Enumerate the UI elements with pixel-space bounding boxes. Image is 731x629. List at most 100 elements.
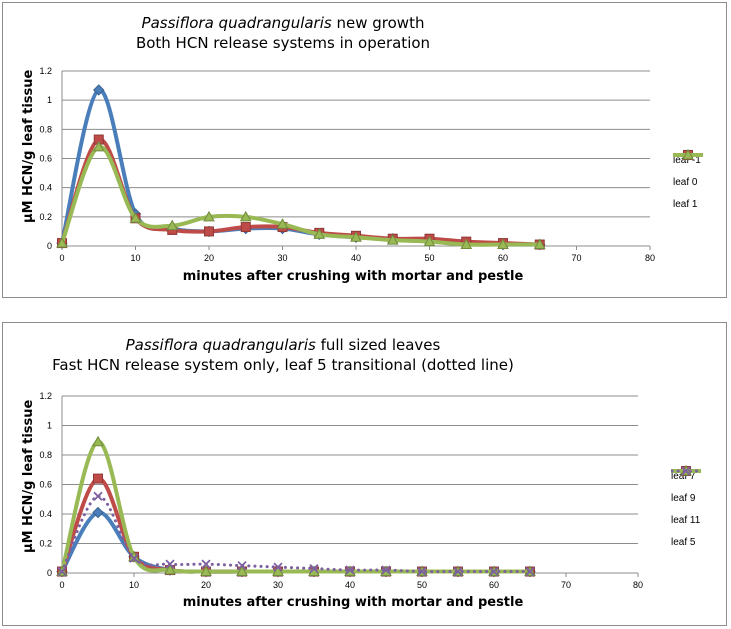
series-leaf-1 <box>56 140 546 250</box>
data-point <box>200 565 212 577</box>
data-point <box>276 218 289 229</box>
x-tick-label: 70 <box>561 580 571 590</box>
y-tick-label: 0.2 <box>39 212 52 222</box>
x-tick-label: 20 <box>201 580 211 590</box>
data-point <box>309 563 319 574</box>
y-tick-label: 0.2 <box>39 539 52 549</box>
data-point <box>386 234 399 245</box>
chart-plot-full-sized-leaves: 0 0.2 0.4 0.6 0.8 1 1.2 0 10 20 30 40 50 60 70 80 <box>39 391 643 590</box>
data-point <box>204 226 214 237</box>
data-point <box>93 84 105 96</box>
x-tick-label: 40 <box>345 580 355 590</box>
legend-item: leaf 0 <box>673 150 703 193</box>
y-tick-label: 0.4 <box>39 183 52 193</box>
x-tick-label: 10 <box>129 580 139 590</box>
legend-label: leaf 1 <box>673 198 698 210</box>
x-tick-label: 60 <box>498 253 508 263</box>
x-tick-label: 60 <box>489 580 499 590</box>
chart-title: Passiflora quadrangularis full sized lea… <box>3 335 563 375</box>
series-line <box>60 510 532 574</box>
data-point <box>57 566 67 577</box>
y-tick-label: 1 <box>47 421 52 431</box>
series-leaf--1 <box>56 84 546 251</box>
data-point <box>92 506 104 519</box>
data-point <box>381 565 391 575</box>
x-tick-label: 80 <box>645 253 655 263</box>
x-tick-label: 50 <box>424 253 434 263</box>
legend-item: leaf 5 <box>671 466 701 553</box>
data-point <box>203 210 215 222</box>
x-tick-label: 0 <box>59 580 64 590</box>
legend-label: leaf 0 <box>673 176 698 188</box>
data-point <box>240 222 251 233</box>
x-tick-label: 0 <box>59 253 64 263</box>
data-point <box>129 212 142 223</box>
y-tick-label: 0.4 <box>39 509 52 519</box>
x-tick-label: 20 <box>204 253 214 263</box>
legend-swatch <box>671 466 701 476</box>
chart-panel-full-sized-leaves: Passiflora quadrangularis full sized lea… <box>2 322 727 626</box>
x-tick-label: 10 <box>130 253 140 263</box>
data-point <box>273 562 283 572</box>
y-tick-label: 0.6 <box>39 480 52 490</box>
data-point <box>350 231 362 242</box>
chart-subtitle: Fast HCN release system only, leaf 5 tra… <box>52 356 514 374</box>
legend: leaf 7 leaf 9 leaf 11 leaf 5 <box>671 465 701 553</box>
data-point <box>272 565 284 577</box>
data-point <box>453 566 463 577</box>
legend-label: leaf 5 <box>671 536 696 548</box>
data-point <box>423 235 436 247</box>
chart-plot-new-growth: 0 0.2 0.4 0.6 0.8 1 1.2 0 10 20 30 40 50 60 70 80 <box>39 66 655 263</box>
chart-title-species: Passiflora quadrangularis <box>125 336 316 354</box>
x-tick-label: 80 <box>633 580 643 590</box>
data-point <box>489 566 499 577</box>
legend-swatch <box>673 149 703 160</box>
data-point <box>166 219 179 231</box>
chart-title: Passiflora quadrangularis new growth Bot… <box>3 13 563 53</box>
y-tick-label: 1.2 <box>39 391 52 401</box>
y-tick-label: 0 <box>47 241 52 251</box>
x-tick-label: 30 <box>273 580 283 590</box>
legend-marker <box>682 149 694 160</box>
data-point <box>129 553 139 563</box>
series-line <box>60 144 542 247</box>
series-leaf-5 <box>57 491 535 577</box>
legend-item: leaf 1 <box>673 149 703 215</box>
y-tick-label: 0.8 <box>39 450 52 460</box>
x-tick-label: 50 <box>417 580 427 590</box>
chart-subtitle: Both HCN release systems in operation <box>135 34 431 52</box>
x-tick-label: 70 <box>571 253 581 263</box>
data-point <box>237 560 247 571</box>
data-point <box>460 238 473 250</box>
y-tick-label: 1.2 <box>39 66 52 76</box>
y-tick-label: 1 <box>47 95 52 105</box>
data-point <box>345 565 355 575</box>
x-axis-label: minutes after crushing with mortar and p… <box>182 595 524 610</box>
series-line <box>60 439 532 574</box>
x-tick-label: 30 <box>277 253 287 263</box>
data-point <box>533 238 546 250</box>
legend-label: leaf 9 <box>671 492 696 504</box>
data-point <box>56 237 68 248</box>
data-point <box>92 435 104 447</box>
chart-panel-new-growth: Passiflora quadrangularis new growth Bot… <box>2 2 727 298</box>
data-point <box>201 559 211 569</box>
y-tick-label: 0.6 <box>39 154 52 164</box>
data-point <box>417 566 427 577</box>
data-point <box>92 140 105 152</box>
legend-item: leaf 9 <box>671 466 701 509</box>
chart-title-rest: full sized leaves <box>315 336 441 354</box>
legend-item: leaf 11 <box>671 465 701 531</box>
data-point <box>497 238 509 250</box>
data-point <box>165 559 175 569</box>
y-axis-label: µM HCN/g leaf tissue <box>21 399 36 553</box>
chart-title-rest: new growth <box>331 14 425 32</box>
legend-label: leaf 11 <box>671 514 701 526</box>
series-leaf-11 <box>56 435 536 577</box>
data-point <box>236 565 248 577</box>
data-point <box>164 564 176 575</box>
data-point <box>239 210 252 222</box>
y-tick-label: 0.8 <box>39 124 52 134</box>
y-axis-label: µM HCN/g leaf tissue <box>21 69 36 223</box>
data-point <box>313 228 326 239</box>
